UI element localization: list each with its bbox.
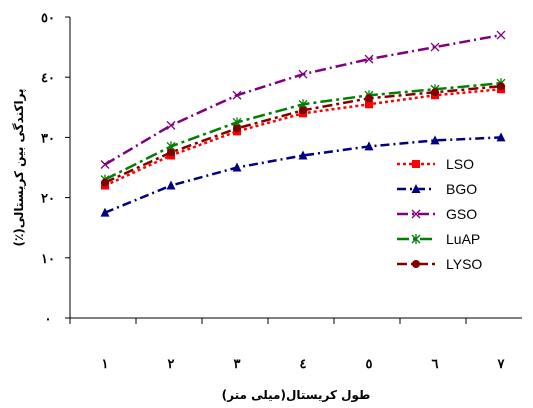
data-point-gso: [298, 69, 308, 79]
y-tick-label: ٠: [45, 312, 52, 327]
y-tick-label: ١٠: [41, 252, 55, 267]
data-point-bgo: [298, 150, 308, 160]
legend-marker-bgo: [411, 184, 421, 193]
y-tick-label: ٥٠: [41, 11, 55, 26]
data-point-lyso: [233, 124, 241, 133]
series-bgo: [100, 132, 506, 217]
x-tick-label: ١: [102, 357, 109, 372]
y-tick-label: ٤٠: [41, 71, 55, 86]
y-axis-title: پراکندگی بین کریستالی(٪): [12, 88, 26, 246]
x-axis-title: طول کریستال(میلی متر): [222, 388, 371, 403]
series-lyso: [101, 82, 505, 187]
data-point-bgo: [232, 162, 242, 172]
legend-label-luap: LuAP: [446, 231, 480, 247]
x-tick-label: ٥: [366, 357, 373, 372]
data-point-gso: [166, 120, 176, 130]
legend-label-gso: GSO: [446, 206, 477, 222]
legend-item-bgo: BGO: [397, 181, 477, 197]
data-point-gso: [430, 42, 440, 52]
data-point-lso: [365, 100, 373, 109]
data-point-bgo: [364, 141, 374, 151]
legend: LSO BGO GSO LuAP LYSO: [397, 156, 482, 272]
data-point-lyso: [365, 94, 373, 103]
x-tick-label: ٣: [234, 357, 241, 372]
legend-marker-lso: [412, 160, 420, 168]
legend-item-lyso: LYSO: [397, 256, 482, 272]
legend-marker-luap: [411, 234, 421, 244]
x-tick-label: ٢: [168, 357, 175, 372]
legend-item-lso: LSO: [397, 156, 474, 172]
y-tick-label: ٢٠: [41, 192, 55, 207]
series-line-luap: [104, 81, 502, 181]
legend-marker-gso: [411, 209, 421, 219]
data-point-lyso: [167, 148, 175, 157]
data-point-gso: [100, 160, 110, 169]
data-point-lyso: [101, 178, 109, 187]
y-tick-label: ٣٠: [41, 131, 55, 146]
data-point-bgo: [100, 207, 110, 217]
legend-item-gso: GSO: [397, 206, 477, 222]
series-group: [100, 30, 506, 217]
data-point-lyso: [431, 88, 439, 97]
x-tick-label: ٦: [432, 357, 439, 372]
x-tick-label: ٤: [300, 357, 307, 372]
series-line-bgo: [104, 136, 502, 214]
data-point-bgo: [496, 132, 506, 142]
legend-marker-lyso: [412, 260, 420, 268]
data-point-gso: [232, 90, 242, 100]
data-point-gso: [496, 30, 506, 40]
data-point-bgo: [166, 180, 176, 190]
legend-label-bgo: BGO: [446, 181, 477, 197]
data-point-lyso: [299, 106, 307, 115]
legend-item-luap: LuAP: [397, 231, 480, 247]
legend-label-lyso: LYSO: [446, 256, 482, 272]
series-gso: [100, 30, 506, 169]
data-point-lyso: [497, 82, 505, 91]
x-tick-label: ٧: [497, 357, 506, 372]
axes: ٠ ١٠ ٢٠ ٣٠ ٤٠ ٥٠ ١ ٢ ٣ ٤ ٥ ٦ ٧: [41, 11, 522, 372]
data-point-gso: [364, 54, 374, 64]
legend-label-lso: LSO: [446, 156, 474, 172]
data-point-bgo: [430, 135, 440, 145]
